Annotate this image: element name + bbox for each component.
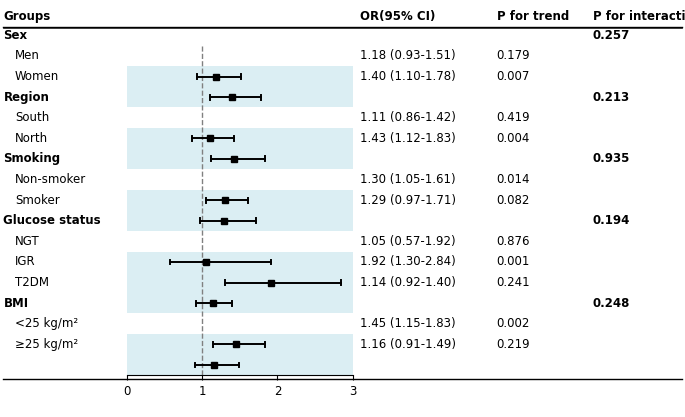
Text: 0.007: 0.007 — [497, 70, 530, 83]
Text: 0.419: 0.419 — [497, 111, 530, 124]
Bar — [127, 66, 353, 87]
Text: Region: Region — [3, 90, 49, 104]
Text: Men: Men — [15, 50, 40, 63]
Text: 0.194: 0.194 — [593, 214, 630, 227]
Bar — [127, 293, 353, 314]
Bar — [127, 355, 353, 375]
Text: 0.179: 0.179 — [497, 50, 530, 63]
Text: Non-smoker: Non-smoker — [15, 173, 86, 186]
Text: OR(95% CI): OR(95% CI) — [360, 10, 435, 23]
Text: 1.14 (0.92-1.40): 1.14 (0.92-1.40) — [360, 276, 456, 289]
Text: 0.004: 0.004 — [497, 132, 530, 145]
Text: <25 kg/m²: <25 kg/m² — [15, 317, 78, 330]
Text: P for interaction: P for interaction — [593, 10, 685, 23]
Text: Groups: Groups — [3, 10, 51, 23]
Text: 0.248: 0.248 — [593, 296, 630, 310]
Text: 1.40 (1.10-1.78): 1.40 (1.10-1.78) — [360, 70, 456, 83]
Text: 1.05 (0.57-1.92): 1.05 (0.57-1.92) — [360, 235, 456, 248]
Text: 0.014: 0.014 — [497, 173, 530, 186]
Text: North: North — [15, 132, 48, 145]
Text: 0.002: 0.002 — [497, 317, 530, 330]
Text: 1.30 (1.05-1.61): 1.30 (1.05-1.61) — [360, 173, 456, 186]
Text: ≥25 kg/m²: ≥25 kg/m² — [15, 338, 78, 351]
Text: 1.29 (0.97-1.71): 1.29 (0.97-1.71) — [360, 193, 456, 207]
Text: 0.219: 0.219 — [497, 338, 530, 351]
Bar — [127, 252, 353, 272]
Text: 1.45 (1.15-1.83): 1.45 (1.15-1.83) — [360, 317, 456, 330]
Text: Smoking: Smoking — [3, 153, 60, 166]
Text: 1.92 (1.30-2.84): 1.92 (1.30-2.84) — [360, 256, 456, 269]
Text: NGT: NGT — [15, 235, 40, 248]
Bar — [127, 87, 353, 108]
Bar — [127, 190, 353, 211]
Text: 1.43 (1.12-1.83): 1.43 (1.12-1.83) — [360, 132, 456, 145]
Bar — [127, 148, 353, 169]
Text: BMI: BMI — [3, 296, 29, 310]
Text: P for trend: P for trend — [497, 10, 569, 23]
Text: Women: Women — [15, 70, 60, 83]
Text: IGR: IGR — [15, 256, 36, 269]
Text: 0.082: 0.082 — [497, 193, 530, 207]
Bar — [127, 128, 353, 148]
Text: 1.11 (0.86-1.42): 1.11 (0.86-1.42) — [360, 111, 456, 124]
Text: 0.001: 0.001 — [497, 256, 530, 269]
Text: 0.876: 0.876 — [497, 235, 530, 248]
Text: South: South — [15, 111, 49, 124]
Text: 1.18 (0.93-1.51): 1.18 (0.93-1.51) — [360, 50, 456, 63]
Text: Glucose status: Glucose status — [3, 214, 101, 227]
Text: 0.257: 0.257 — [593, 29, 630, 42]
Text: Smoker: Smoker — [15, 193, 60, 207]
Bar — [127, 211, 353, 231]
Text: 0.935: 0.935 — [593, 153, 630, 166]
Text: 0.241: 0.241 — [497, 276, 530, 289]
Text: Sex: Sex — [3, 29, 27, 42]
Text: 0.213: 0.213 — [593, 90, 630, 104]
Bar — [127, 334, 353, 355]
Text: T2DM: T2DM — [15, 276, 49, 289]
Bar — [127, 272, 353, 293]
Text: 1.16 (0.91-1.49): 1.16 (0.91-1.49) — [360, 338, 456, 351]
